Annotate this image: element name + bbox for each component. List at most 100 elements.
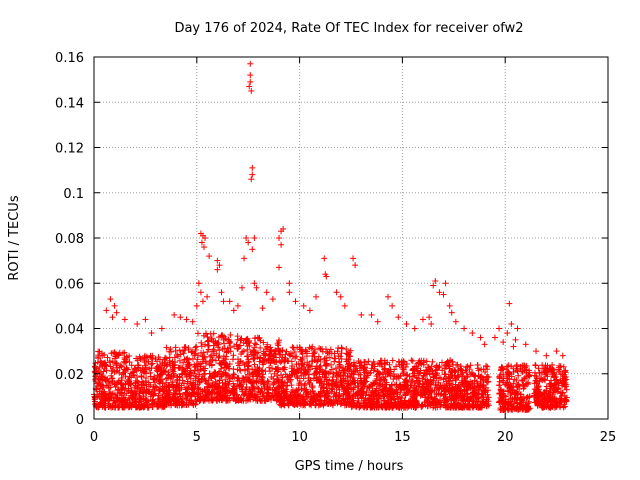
data-point — [128, 362, 135, 369]
data-point — [108, 380, 115, 387]
data-point — [270, 394, 277, 401]
data-point — [102, 362, 109, 369]
data-point — [150, 376, 157, 383]
data-point — [163, 344, 170, 351]
data-point — [245, 338, 252, 345]
data-point — [223, 395, 230, 402]
data-point — [218, 289, 225, 296]
data-point — [169, 358, 176, 365]
data-point — [239, 284, 246, 291]
data-point — [532, 362, 539, 369]
data-point — [112, 394, 119, 401]
data-point — [199, 376, 206, 383]
data-point — [261, 356, 268, 363]
data-point — [148, 330, 155, 337]
data-point — [306, 344, 313, 351]
data-point — [279, 374, 286, 381]
data-point — [276, 235, 283, 241]
data-point — [98, 359, 105, 366]
data-point — [158, 325, 165, 332]
data-point — [252, 366, 259, 373]
data-point — [208, 394, 215, 401]
data-point — [247, 396, 254, 403]
data-point — [242, 367, 249, 374]
data-point — [260, 339, 267, 346]
data-point — [269, 296, 276, 303]
data-point — [109, 314, 116, 321]
data-point — [244, 346, 251, 353]
data-point — [171, 390, 178, 397]
data-point — [206, 370, 213, 377]
data-point — [409, 357, 416, 364]
data-point — [237, 342, 244, 349]
data-point — [260, 393, 267, 400]
data-point — [283, 348, 290, 355]
data-point — [147, 369, 154, 376]
data-point — [149, 360, 156, 367]
data-point — [238, 397, 245, 404]
data-point — [389, 302, 396, 309]
data-point — [481, 341, 488, 348]
data-point — [286, 289, 293, 296]
data-point — [121, 398, 128, 405]
data-point — [109, 367, 116, 374]
x-tick-labels: 0 5 10 15 20 25 — [90, 430, 616, 445]
data-point — [218, 365, 225, 372]
data-point — [100, 368, 107, 375]
data-point — [249, 386, 256, 393]
data-point — [302, 380, 309, 387]
data-point — [155, 378, 162, 385]
data-point — [205, 337, 212, 344]
data-point — [208, 335, 215, 342]
data-point — [92, 369, 99, 376]
data-point — [154, 372, 161, 379]
data-point — [250, 356, 257, 363]
data-point — [218, 332, 225, 339]
data-point — [216, 353, 223, 360]
data-point — [271, 386, 278, 393]
data-point — [389, 357, 396, 364]
data-point — [343, 350, 350, 357]
data-point — [207, 353, 214, 360]
data-point — [350, 255, 357, 262]
data-point — [300, 302, 307, 309]
data-point — [560, 363, 567, 370]
data-point — [194, 330, 201, 337]
data-point — [195, 391, 202, 398]
data-point — [115, 352, 122, 359]
data-point — [132, 397, 139, 404]
data-point — [319, 345, 326, 352]
x-axis-label: GPS time / hours — [295, 459, 404, 474]
y-tick-label: 0.1 — [63, 187, 84, 202]
data-point — [230, 352, 237, 359]
data-point — [230, 371, 237, 378]
data-point — [122, 359, 129, 366]
data-point — [107, 363, 114, 370]
data-point — [196, 379, 203, 386]
data-point — [225, 365, 232, 372]
data-point — [255, 367, 262, 374]
data-point — [212, 339, 219, 346]
data-point — [403, 320, 410, 327]
data-point — [174, 383, 181, 390]
data-point — [267, 344, 274, 351]
data-point — [236, 383, 243, 390]
y-tick-label: 0.06 — [55, 277, 84, 292]
data-point — [167, 375, 174, 382]
data-point — [241, 361, 248, 368]
data-point — [159, 359, 166, 366]
data-point — [474, 362, 481, 369]
data-point — [143, 375, 150, 382]
data-point — [164, 395, 171, 402]
data-point — [122, 373, 129, 380]
data-point — [143, 381, 150, 388]
data-point — [179, 377, 186, 384]
data-point — [124, 378, 131, 385]
data-point — [134, 362, 141, 369]
data-point — [395, 314, 402, 321]
data-point — [174, 373, 181, 380]
data-point — [266, 348, 273, 355]
data-point — [198, 343, 205, 350]
data-point — [98, 390, 105, 397]
